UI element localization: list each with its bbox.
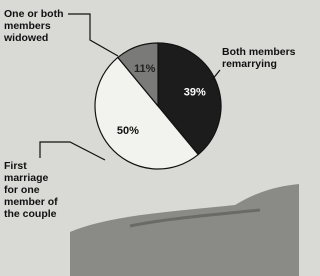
slice-label: One or both members widowed (4, 8, 82, 44)
page: {"chart_data": {"type": "pie", "categori… (0, 0, 299, 276)
pie: 39% 50% 11% (95, 43, 221, 169)
slice-label: First marriage for one member of the cou… (4, 160, 60, 220)
data-label: 39% (184, 87, 206, 99)
leader-line (40, 142, 105, 160)
data-label: 50% (117, 125, 139, 137)
illustration (70, 184, 299, 276)
slice-label: Both members remarrying (222, 46, 298, 70)
data-label: 11% (134, 63, 156, 75)
